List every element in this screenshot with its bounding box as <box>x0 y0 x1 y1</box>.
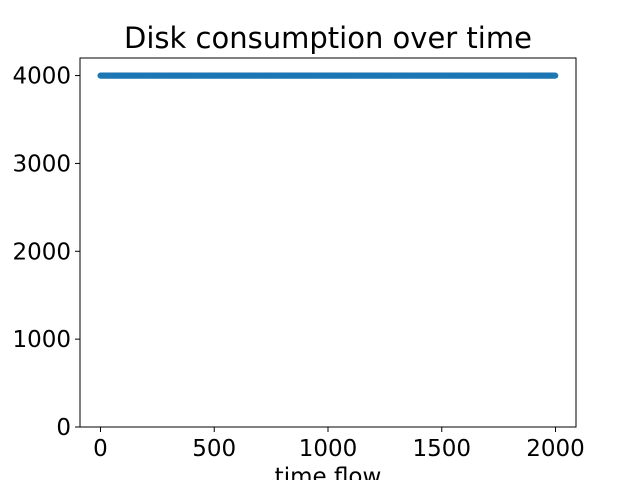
series-0-points <box>97 72 559 79</box>
y-tick-label: 1000 <box>12 327 71 353</box>
x-tick-label: 2000 <box>526 436 585 462</box>
plot-area <box>79 57 577 428</box>
axes-frame <box>79 57 577 428</box>
x-axis: 0 500 1000 1500 2000 <box>93 427 585 462</box>
y-tick-label: 0 <box>56 415 71 441</box>
y-axis: 0 1000 2000 3000 4000 <box>12 64 80 441</box>
y-tick-label: 3000 <box>12 151 71 177</box>
chart-title: Disk consumption over time <box>124 21 532 55</box>
x-tick-label: 1500 <box>412 436 471 462</box>
y-tick-label: 2000 <box>12 239 71 265</box>
x-tick-label: 1000 <box>299 436 358 462</box>
x-tick-label: 500 <box>192 436 236 462</box>
y-tick-label: 4000 <box>12 64 71 90</box>
x-axis-label: time flow <box>275 464 382 480</box>
x-tick-label: 0 <box>93 436 108 462</box>
series-layer <box>97 72 559 79</box>
data-point <box>552 72 559 79</box>
